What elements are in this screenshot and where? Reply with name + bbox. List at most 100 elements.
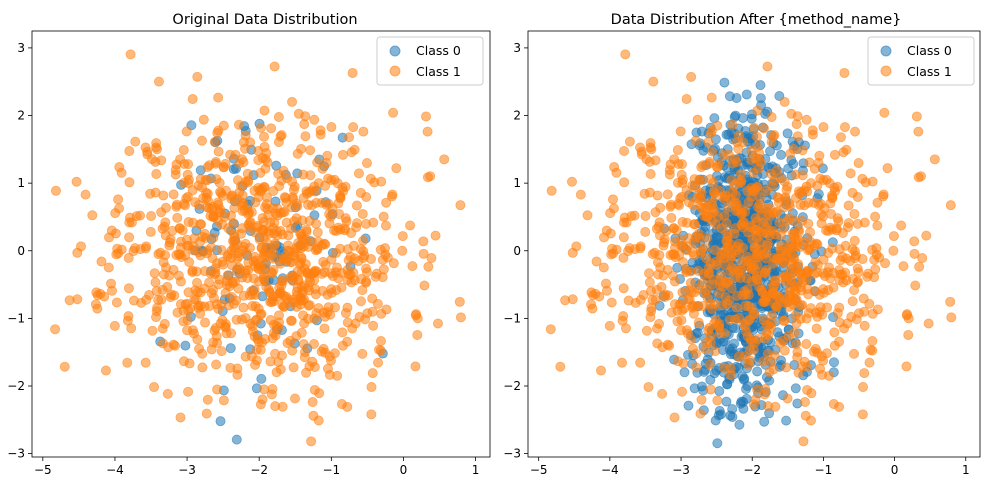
left-point-class-1 <box>300 131 311 142</box>
right-point-class-1 <box>821 225 832 236</box>
right-point-class-1 <box>722 203 733 214</box>
right-point-class-1 <box>835 269 846 280</box>
left-point-class-1 <box>214 274 225 285</box>
left-point-class-1 <box>134 210 145 221</box>
left-point-class-1 <box>212 384 223 395</box>
left-point-class-1 <box>116 167 127 178</box>
right-point-class-1 <box>743 359 754 370</box>
left-point-class-1 <box>287 96 298 107</box>
left-point-class-1 <box>323 302 334 313</box>
left-point-class-1 <box>196 182 207 193</box>
left-point-class-1 <box>103 262 114 273</box>
left-point-class-1 <box>271 225 282 236</box>
right-y-axis: −3 −2 −1 0 1 2 3 <box>503 41 528 461</box>
left-point-class-1 <box>305 145 316 156</box>
left-point-class-1 <box>326 122 337 133</box>
left-point-class-1 <box>343 269 354 280</box>
left-point-class-1 <box>157 223 168 234</box>
left-point-class-1 <box>260 252 271 263</box>
right-point-class-0 <box>734 419 745 430</box>
left-point-class-1 <box>342 302 353 313</box>
left-point-class-1 <box>313 303 324 314</box>
left-point-class-1 <box>329 348 340 359</box>
left-point-class-1 <box>242 272 253 283</box>
left-point-class-1 <box>372 298 383 309</box>
left-point-class-1 <box>307 397 318 408</box>
right-point-class-1 <box>768 364 779 375</box>
right-point-class-1 <box>619 217 630 228</box>
right-point-class-1 <box>672 356 683 367</box>
left-point-class-1 <box>293 108 304 119</box>
right-point-class-0 <box>741 89 752 100</box>
right-point-class-1 <box>689 219 700 230</box>
right-point-class-0 <box>776 149 787 160</box>
left-point-class-1 <box>215 204 226 215</box>
left-point-class-1 <box>273 112 284 123</box>
right-point-class-1 <box>839 323 850 334</box>
left-y-tick-label: 2 <box>17 109 25 123</box>
right-point-class-1 <box>669 154 680 165</box>
right-point-class-1 <box>929 154 940 165</box>
left-point-class-1 <box>147 325 158 336</box>
right-point-class-1 <box>838 147 849 158</box>
right-point-class-1 <box>841 253 852 264</box>
left-point-class-1 <box>211 359 222 370</box>
left-point-class-1 <box>337 327 348 338</box>
left-point-class-1 <box>146 211 157 222</box>
left-point-class-1 <box>187 245 198 256</box>
left-point-class-1 <box>252 220 263 231</box>
right-point-class-1 <box>913 126 924 137</box>
right-point-class-1 <box>782 393 793 404</box>
left-point-class-1 <box>304 300 315 311</box>
right-point-class-1 <box>692 114 703 125</box>
right-point-class-1 <box>705 384 716 395</box>
left-point-class-1 <box>277 275 288 286</box>
right-point-class-1 <box>879 107 890 118</box>
left-point-class-1 <box>228 298 239 309</box>
right-y-tick-label: 1 <box>513 176 521 190</box>
right-point-class-1 <box>758 356 769 367</box>
left-point-class-1 <box>149 382 160 393</box>
right-point-class-1 <box>797 145 808 156</box>
left-point-class-1 <box>331 247 342 258</box>
left-point-class-1 <box>312 227 323 238</box>
left-point-class-1 <box>318 343 329 354</box>
right-point-class-1 <box>640 226 651 237</box>
right-y-tick-label: −1 <box>503 311 521 325</box>
right-point-class-1 <box>707 274 718 285</box>
left-point-class-1 <box>153 76 164 87</box>
left-point-class-1 <box>255 260 266 271</box>
left-point-class-1 <box>275 364 286 375</box>
left-point-class-1 <box>150 277 161 288</box>
left-point-class-1 <box>201 408 212 419</box>
left-point-class-1 <box>260 154 271 165</box>
right-point-class-0 <box>781 415 792 426</box>
left-point-class-1 <box>208 232 219 243</box>
left-point-class-1 <box>91 287 102 298</box>
right-point-class-1 <box>859 368 870 379</box>
right-point-class-1 <box>829 327 840 338</box>
right-point-class-1 <box>830 186 841 197</box>
left-y-tick-label: 0 <box>17 244 25 258</box>
right-point-class-1 <box>545 324 556 335</box>
left-point-class-1 <box>192 334 203 345</box>
right-point-class-0 <box>755 80 766 91</box>
left-point-class-1 <box>202 394 213 405</box>
right-point-class-1 <box>803 289 814 300</box>
left-point-class-1 <box>145 188 156 199</box>
right-point-class-0 <box>738 374 749 385</box>
right-point-class-1 <box>646 144 657 155</box>
left-point-class-1 <box>366 382 377 393</box>
left-point-class-1 <box>332 262 343 273</box>
right-point-class-1 <box>910 280 921 291</box>
left-point-class-1 <box>208 211 219 222</box>
right-point-class-1 <box>751 131 762 142</box>
right-legend-label-class-1: Class 1 <box>907 64 952 79</box>
right-point-class-1 <box>653 269 664 280</box>
right-point-class-1 <box>725 369 736 380</box>
right-point-class-1 <box>567 247 578 258</box>
right-point-class-0 <box>692 327 703 338</box>
left-point-class-1 <box>349 275 360 286</box>
left-point-class-1 <box>289 393 300 404</box>
left-point-class-1 <box>158 269 169 280</box>
